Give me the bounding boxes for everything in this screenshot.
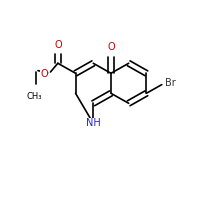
Text: O: O	[40, 69, 48, 79]
Text: Br: Br	[165, 78, 176, 88]
Text: O: O	[54, 40, 62, 50]
Text: O: O	[107, 42, 115, 52]
Text: CH₃: CH₃	[26, 92, 42, 101]
Text: NH: NH	[86, 118, 101, 128]
